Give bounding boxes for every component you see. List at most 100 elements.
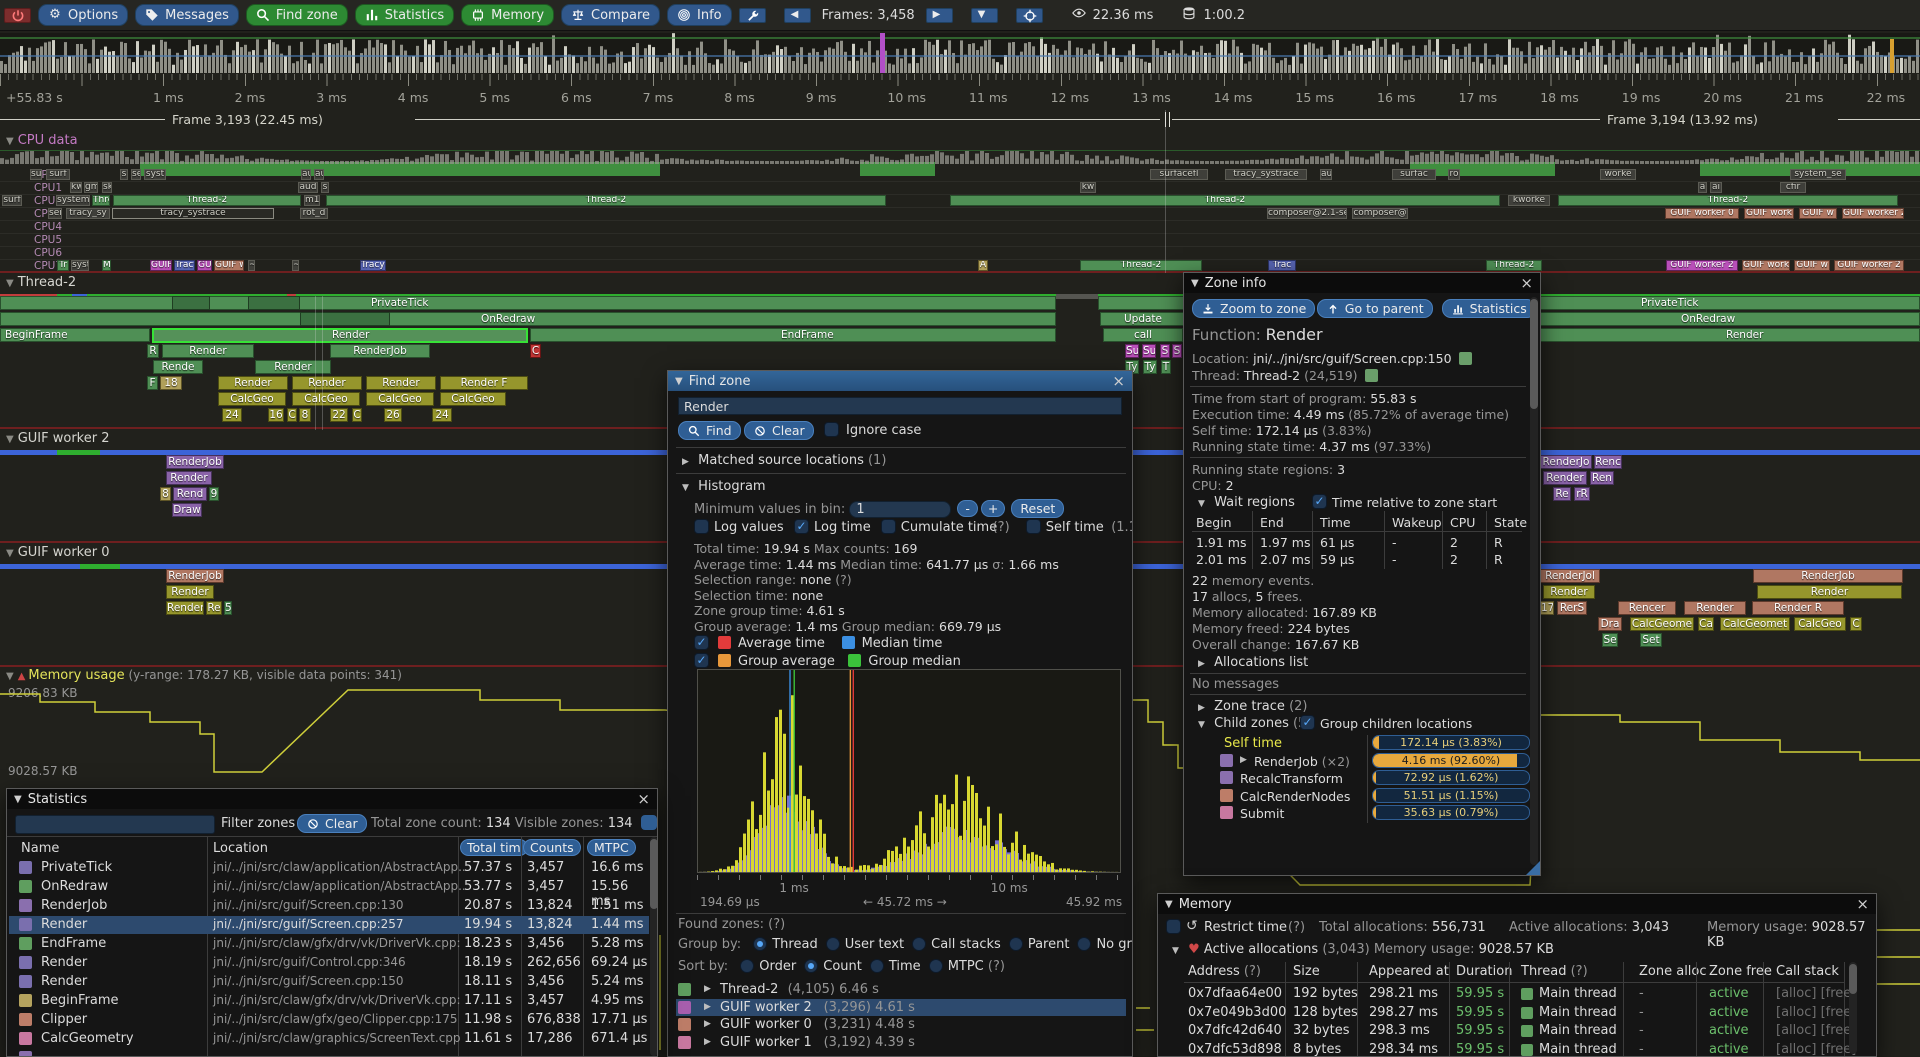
source-color-swatch[interactable] [1458, 352, 1472, 365]
matched-locations-row[interactable]: ▶ Matched source locations (1) [682, 453, 887, 468]
next-frame-button[interactable]: ▶ [925, 7, 953, 23]
zone-chip[interactable] [300, 312, 390, 326]
zone-chip[interactable]: Render [218, 376, 288, 390]
collapse-icon[interactable]: ▼ [1191, 277, 1199, 289]
go-to-parent-button[interactable]: Go to parent [1316, 299, 1433, 318]
cpu-zone-chip[interactable]: Tracy P [360, 260, 386, 271]
cpu-zone-chip[interactable]: m1a [304, 195, 320, 206]
zone-chip[interactable]: Render [1757, 585, 1902, 599]
collapse-icon[interactable]: ▼ [6, 278, 14, 289]
zone-chip[interactable]: C [1850, 617, 1862, 631]
zone-chip[interactable]: Rende [153, 360, 203, 374]
collapse-icon[interactable]: ▼ [675, 375, 683, 387]
cpu-zone-chip[interactable]: sei [48, 208, 62, 219]
cpu-zone-chip[interactable]: GUIF w [1794, 260, 1830, 271]
group-by-radio[interactable] [912, 937, 927, 951]
zone-chip[interactable]: Rencer [1618, 601, 1676, 615]
min-bin-increase-button[interactable]: + [980, 500, 1006, 517]
zone-chip[interactable]: Render [166, 471, 212, 485]
legend-checkbox[interactable]: ✓ [694, 653, 709, 668]
zone-chip[interactable]: 18 [160, 376, 182, 390]
zone-chip[interactable]: Render R [1752, 601, 1844, 615]
zone-chip[interactable]: 17 [1540, 601, 1554, 615]
cpu-zone-chip[interactable]: ai [1710, 182, 1722, 193]
child-zones-row[interactable]: ▼ Child zones (5) [1198, 716, 1311, 731]
zone-chip[interactable]: Rend [173, 487, 207, 501]
zone-chip[interactable]: 8 [160, 487, 171, 501]
cpu-zone-chip[interactable]: Thread-2 [1558, 195, 1898, 206]
zone-chip[interactable]: Render [1684, 601, 1746, 615]
time-relative-checkbox[interactable]: ✓ [1312, 494, 1327, 509]
time-ruler[interactable]: +55.83 s 1 ms 2 ms 3 ms 4 ms 5 ms 6 ms 7 ms 8 ms… [0, 74, 1920, 110]
zone-trace-row[interactable]: ▶ Zone trace (2) [1198, 699, 1308, 714]
zone-chip[interactable]: RenderJol [1540, 569, 1600, 583]
cpu-zone-chip[interactable]: se [131, 169, 141, 180]
cpu-zone-chip[interactable]: Tracy [174, 260, 195, 271]
close-icon[interactable]: × [1520, 273, 1533, 292]
scrollbar-thumb[interactable] [650, 839, 657, 909]
col-header-total-time[interactable]: Total tim [460, 839, 528, 856]
zone-chip[interactable]: Render [292, 376, 362, 390]
thread-color-swatch[interactable] [1364, 369, 1378, 382]
zone-chip[interactable]: CalcGeomet [1720, 617, 1790, 631]
zone-chip[interactable]: Re [206, 601, 222, 615]
messages-button[interactable]: Messages [135, 4, 239, 26]
zone-chip[interactable]: rR [1574, 487, 1590, 501]
statistics-row[interactable]: Render jni/../jni/src/guif/Screen.cpp:257… [9, 916, 649, 934]
zone-chip[interactable]: Se [1602, 633, 1618, 647]
zone-chip[interactable]: C [530, 344, 541, 358]
histogram-plot[interactable] [697, 669, 1121, 873]
zone-chip[interactable]: PrivateTick [0, 296, 1056, 310]
zone-chip[interactable]: Render F [440, 376, 528, 390]
zone-chip[interactable]: CalcGeo [218, 392, 286, 406]
cpu-zone-chip[interactable]: sur [30, 169, 42, 180]
cpu-zone-chip[interactable]: Thread-2 [113, 195, 301, 206]
zone-chip[interactable]: R [147, 344, 159, 358]
zone-chip[interactable]: RenderJob [166, 455, 224, 469]
histogram-option-checkbox[interactable] [694, 519, 709, 534]
cpu-zone-chip[interactable]: surf [2, 195, 22, 206]
zone-chip[interactable] [248, 296, 300, 310]
cpu-zone-chip[interactable]: systemse [56, 195, 90, 206]
cpu-zone-chip[interactable]: surfac [1392, 169, 1436, 180]
zone-chip[interactable]: CalcGeo [292, 392, 360, 406]
cpu-zone-chip[interactable]: tracy_systrace [112, 208, 274, 219]
group-by-radio[interactable] [1077, 937, 1092, 951]
find-zone-panel-titlebar[interactable]: ▼ Find zone × [668, 371, 1132, 391]
zone-chip[interactable]: 24 [432, 408, 452, 422]
zoom-to-zone-button[interactable]: Zoom to zone [1192, 299, 1316, 318]
group-children-checkbox[interactable]: ✓ [1300, 715, 1315, 730]
histogram-option-checkbox[interactable]: ✓ [794, 519, 809, 534]
thread-header-thread-2[interactable]: ▼ Thread-2 [6, 275, 76, 290]
cpu-zone-chip[interactable]: gm [84, 182, 98, 193]
cpu-zone-chip[interactable]: cfir [1780, 182, 1806, 193]
sort-by-radio[interactable] [804, 959, 819, 973]
zone-chip[interactable]: Draw [172, 503, 202, 517]
cpu-zone-chip[interactable]: Thread-2 [326, 195, 886, 206]
collapse-icon[interactable]: ▼ [14, 793, 22, 805]
cpu-zone-chip[interactable]: composer@2.1-se [1267, 208, 1347, 219]
scrollbar-thumb[interactable] [1530, 299, 1538, 409]
cpu-zone-chip[interactable]: GUIF worker 0 [1665, 208, 1739, 219]
cpu-data-header[interactable]: ▼ CPU data [6, 133, 78, 148]
collapse-icon[interactable]: ▼ [6, 136, 14, 147]
histogram-option-checkbox[interactable] [880, 519, 896, 534]
zone-chip[interactable]: C [352, 408, 362, 422]
zone-chip[interactable]: S [1160, 344, 1170, 358]
goto-frame-button[interactable] [1015, 7, 1043, 23]
cpu-zone-chip[interactable]: GUI [197, 260, 212, 271]
cpu-zone-chip[interactable]: Thread-2 [950, 195, 1500, 206]
cpu-zone-chip[interactable]: Trac [1268, 260, 1296, 271]
statistics-button[interactable]: Statistics [354, 4, 455, 26]
zone-chip[interactable]: Su [1125, 344, 1139, 358]
zone-chip[interactable]: RenderJob [1753, 569, 1903, 583]
memory-row[interactable]: 0x7e049b3d00 128 bytes 298.27 ms 59.95 s Mai… [1158, 1005, 1856, 1023]
statistics-row[interactable]: OnRedraw jni/../jni/src/claw/application/… [9, 878, 649, 909]
sort-by-radio[interactable] [740, 959, 755, 973]
zone-chip[interactable]: Render [152, 328, 528, 343]
cpu-zone-chip[interactable]: rot_d [300, 208, 328, 219]
zone-chip[interactable]: 16 [268, 408, 284, 422]
zone-chip[interactable]: OnRedraw [0, 312, 1056, 326]
zone-chip[interactable]: CalcGeo [1794, 617, 1846, 631]
zone-chip[interactable]: Render [1543, 585, 1595, 599]
